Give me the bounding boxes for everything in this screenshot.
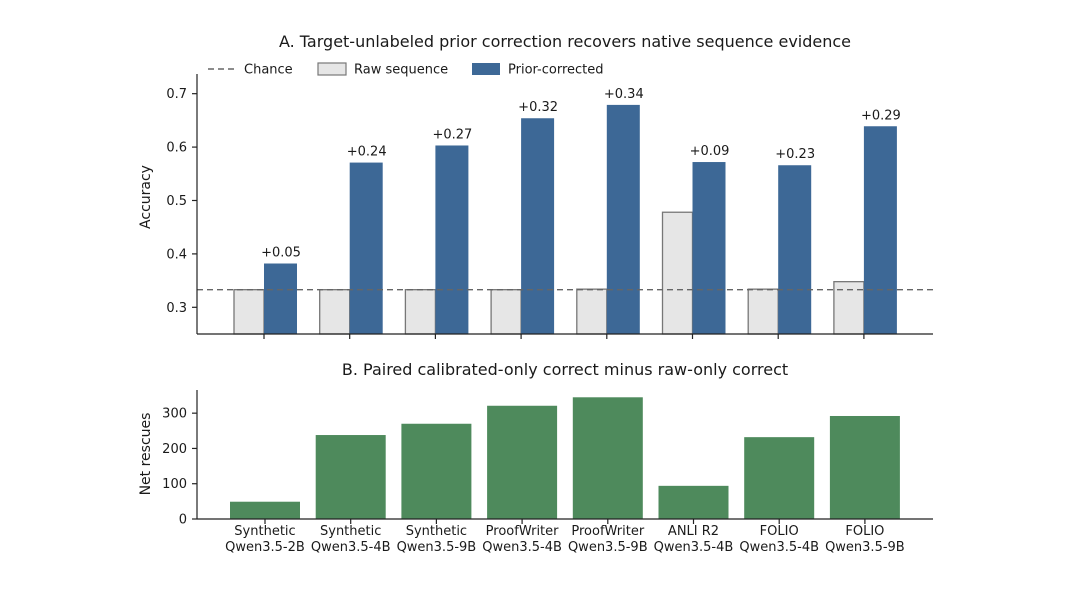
category-label-line2-7: Qwen3.5-9B [825, 540, 905, 555]
prior-corrected-bar-5 [692, 162, 726, 334]
category-label-line2-6: Qwen3.5-4B [739, 540, 819, 555]
prior-corrected-bar-7 [863, 126, 897, 334]
raw-sequence-bar-5 [661, 211, 694, 335]
delta-annotation-3: +0.32 [518, 100, 558, 115]
category-label-line1-1: Synthetic [320, 524, 381, 539]
net-rescues-bar-7 [829, 415, 900, 519]
panel-b-y-tick-label-3: 300 [162, 407, 187, 422]
net-rescues-bar-2 [401, 423, 472, 519]
net-rescues-bar-0 [230, 501, 300, 519]
category-label-line2-4: Qwen3.5-9B [568, 540, 648, 555]
panel-b-y-axis-label: Net rescues [138, 413, 154, 496]
category-label-line1-7: FOLIO [845, 524, 884, 539]
prior-corrected-bar-1 [349, 162, 383, 334]
prior-corrected-bar-4 [606, 104, 640, 334]
panel-a-y-tick-label-1: 0.4 [166, 247, 187, 262]
raw-sequence-bar-7 [833, 281, 865, 335]
raw-sequence-bar-4 [576, 288, 608, 335]
net-rescues-bar-4 [572, 397, 643, 519]
legend-prior-corrected-label: Prior-corrected [508, 63, 604, 78]
net-rescues-bar-6 [744, 437, 815, 519]
net-rescues-bar-3 [487, 405, 558, 519]
prior-corrected-bar-2 [435, 145, 469, 334]
prior-corrected-bar-6 [778, 165, 812, 334]
panel-b-title: B. Paired calibrated-only correct minus … [342, 360, 788, 379]
panel-a-y-tick-label-4: 0.7 [166, 87, 187, 102]
legend-raw-sequence-swatch [317, 62, 347, 76]
delta-annotation-7: +0.29 [861, 108, 901, 123]
category-label-line2-2: Qwen3.5-9B [397, 540, 477, 555]
category-label-line1-5: ANLI R2 [668, 524, 719, 539]
raw-sequence-bar-6 [747, 288, 779, 335]
panel-b-y-tick-label-0: 0 [179, 513, 187, 528]
raw-sequence-bar-2 [404, 289, 437, 335]
delta-annotation-0: +0.05 [261, 246, 301, 261]
net-rescues-bar-5 [658, 485, 729, 519]
category-label-line1-3: ProofWriter [486, 524, 559, 539]
panel-b-y-tick-label-2: 200 [162, 442, 187, 457]
legend-raw-sequence-label: Raw sequence [354, 63, 448, 78]
legend-prior-corrected-swatch [472, 63, 500, 75]
category-label-line1-4: ProofWriter [571, 524, 644, 539]
category-label-line2-0: Qwen3.5-2B [225, 540, 305, 555]
prior-corrected-bar-3 [521, 118, 555, 334]
category-label-line1-6: FOLIO [760, 524, 799, 539]
raw-sequence-bar-3 [490, 289, 522, 335]
category-label-line2-3: Qwen3.5-4B [482, 540, 562, 555]
category-label-line1-2: Synthetic [406, 524, 467, 539]
category-label-line1-0: Synthetic [234, 524, 295, 539]
prior-corrected-bar-0 [264, 263, 297, 334]
delta-annotation-2: +0.27 [432, 127, 472, 142]
panel-a-title: A. Target-unlabeled prior correction rec… [279, 32, 851, 51]
panel-a-y-tick-label-0: 0.3 [166, 301, 187, 316]
raw-sequence-bar-1 [319, 289, 351, 335]
delta-annotation-6: +0.23 [775, 147, 815, 162]
panel-a-y-tick-label-2: 0.5 [166, 194, 187, 209]
panel-a-y-axis-label: Accuracy [138, 165, 154, 229]
delta-annotation-4: +0.34 [604, 87, 644, 102]
legend-chance-label: Chance [244, 63, 293, 78]
raw-sequence-bar-0 [233, 289, 265, 335]
category-label-line2-5: Qwen3.5-4B [654, 540, 734, 555]
panel-b-y-tick-label-1: 100 [162, 477, 187, 492]
category-label-line2-1: Qwen3.5-4B [311, 540, 391, 555]
net-rescues-bar-1 [315, 435, 386, 519]
panel-a-y-tick-label-3: 0.6 [166, 141, 187, 156]
delta-annotation-5: +0.09 [690, 144, 730, 159]
delta-annotation-1: +0.24 [347, 145, 387, 160]
